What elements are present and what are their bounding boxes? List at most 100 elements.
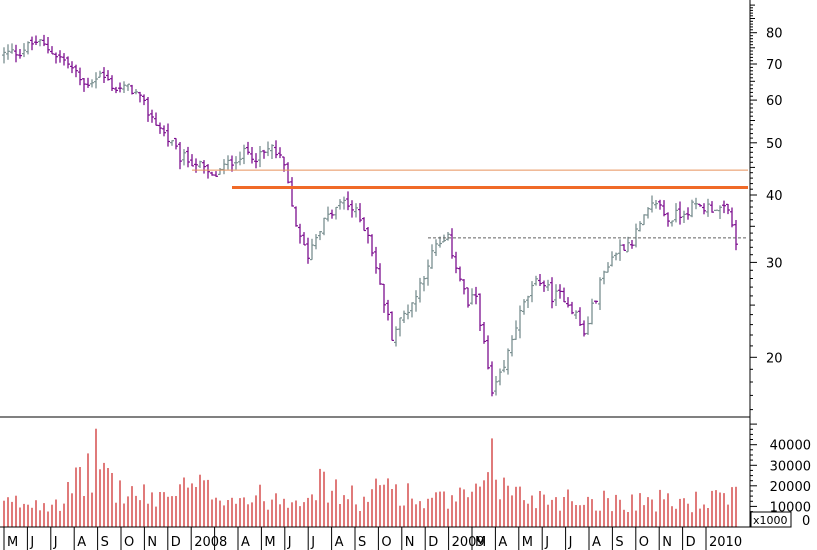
price-bar [314,234,318,250]
price-bar [690,199,694,218]
price-bar [538,274,542,286]
price-bar [734,220,738,251]
price-bar [678,201,682,225]
price-bar [294,206,298,227]
price-bar [94,72,98,89]
price-bar [478,293,482,331]
price-bar [726,203,730,215]
volume-tick-label: 40000 [770,439,811,454]
price-bar [386,299,390,321]
price-bar [130,84,134,95]
price-bar [686,207,690,220]
price-bar [54,52,58,64]
price-bar [334,206,338,220]
price-bar [134,89,138,95]
price-bar [258,146,262,168]
price-bar [622,244,626,251]
price-bar [170,140,174,146]
month-label: J [53,535,58,550]
price-bar [226,155,230,170]
volume-tick-label: 0 [802,514,810,529]
price-bar [502,360,506,373]
price-bar [362,217,366,232]
price-bar [566,297,570,308]
price-bar [430,244,434,269]
month-label: S [615,535,623,550]
price-bar [22,43,26,58]
price-bar [438,236,442,248]
price-bar [578,307,582,326]
price-bar [718,205,722,219]
price-bar [122,81,126,93]
month-label: A [592,535,601,550]
price-bar [30,36,34,51]
price-bar [714,209,718,211]
price-bar [510,335,514,357]
price-bar [546,279,550,291]
price-bar [182,149,186,166]
price-bar [638,221,642,232]
price-bar [434,239,438,256]
price-bar [558,284,562,299]
price-bar [646,207,650,219]
month-label: J [29,535,34,550]
price-bar [190,154,194,167]
price-bar [202,160,206,174]
price-bar [102,67,106,83]
price-bar [374,246,378,274]
price-bar [222,159,226,175]
price-bar [662,200,666,217]
price-bar [86,77,90,88]
price-bar [358,203,362,223]
price-bar [354,203,358,218]
price-bar [266,141,270,157]
price-bar [174,137,178,150]
price-bar [498,368,502,386]
price-bar [34,35,38,45]
price-bar [658,199,662,210]
price-bar [350,200,354,218]
price-bar [542,280,546,292]
price-bar [514,320,518,340]
price-bar [98,70,102,78]
price-bar [282,156,286,172]
price-bar [710,201,714,213]
price-tick-label: 30 [766,256,783,271]
month-label: A [498,535,507,550]
price-bar [370,234,374,257]
price-bar [158,122,162,134]
price-bar [206,164,210,179]
price-bar [574,310,578,319]
price-bar [162,125,166,137]
month-label: M [264,535,275,550]
price-bar [470,288,474,305]
price-bar [454,251,458,274]
price-bar [634,223,638,248]
month-label: M [522,535,533,550]
price-tick-label: 70 [766,58,783,73]
price-bar [382,283,386,313]
price-bar [534,275,538,286]
month-label: J [310,535,315,550]
price-bar [422,276,426,292]
month-label: S [358,535,366,550]
month-label: A [335,535,344,550]
price-bar [626,236,630,253]
price-bar [518,305,522,339]
price-bar [682,210,686,223]
month-label: N [147,535,157,550]
price-bar [318,231,322,241]
price-bar [278,147,282,159]
price-bar [602,270,606,285]
volume-unit-box [750,511,792,528]
price-bar [106,70,110,81]
price-bar [426,259,430,286]
price-bar [366,227,370,244]
price-tick-label: 60 [766,94,783,109]
price-bar [186,146,190,168]
price-bar [70,61,74,74]
price-bar [458,266,462,282]
price-bar [82,78,86,92]
price-bar [10,43,14,54]
price-bar [342,196,346,210]
